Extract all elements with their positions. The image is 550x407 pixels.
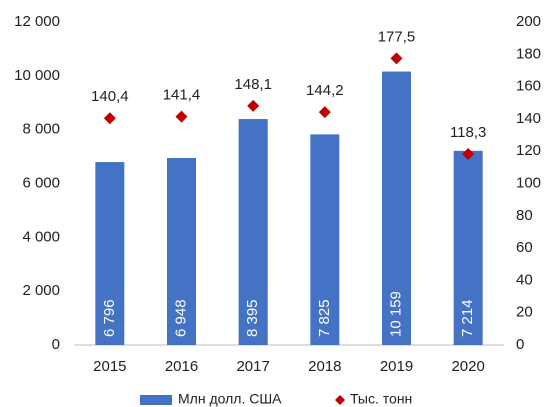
y-tick-label: 2 000 xyxy=(22,282,60,299)
y2-tick-label: 140 xyxy=(516,110,541,127)
diamond-marker xyxy=(390,52,403,65)
bar xyxy=(453,150,483,345)
diamond-marker xyxy=(175,110,188,123)
y-tick-label: 8 000 xyxy=(22,121,60,138)
bar xyxy=(310,134,340,345)
y2-tick-label: 200 xyxy=(516,13,541,30)
y-tick-label: 4 000 xyxy=(22,228,60,245)
y2-tick-label: 180 xyxy=(516,45,541,62)
y2-tick-label: 60 xyxy=(516,239,533,256)
y2-tick-label: 80 xyxy=(516,207,533,224)
y2-tick-label: 40 xyxy=(516,271,533,288)
point-value-label: 118,3 xyxy=(450,124,486,141)
bar-value-label: 7 825 xyxy=(316,299,333,337)
bar-value-label: 8 395 xyxy=(244,299,261,337)
bar xyxy=(382,71,411,345)
y2-tick-label: 100 xyxy=(516,174,541,191)
x-tick-label: 2017 xyxy=(236,358,269,375)
bar-value-label: 7 214 xyxy=(459,299,476,337)
diamond-marker xyxy=(103,112,116,125)
bar xyxy=(95,162,125,345)
bar xyxy=(167,157,196,345)
x-tick-label: 2020 xyxy=(451,358,484,375)
point-value-label: 148,1 xyxy=(234,76,272,93)
x-tick-label: 2019 xyxy=(380,358,413,375)
y2-tick-label: 0 xyxy=(516,336,524,353)
y-tick-label: 0 xyxy=(52,336,60,353)
bar-value-label: 6 796 xyxy=(101,299,118,337)
point-value-label: 140,4 xyxy=(91,88,129,105)
diamond-marker xyxy=(247,99,260,112)
point-value-label: 144,2 xyxy=(306,82,344,99)
y-tick-label: 12 000 xyxy=(14,13,60,30)
x-tick-label: 2018 xyxy=(308,358,341,375)
y-tick-label: 6 000 xyxy=(22,174,60,191)
y2-tick-label: 20 xyxy=(516,304,533,321)
bar-value-label: 6 948 xyxy=(172,299,189,337)
y2-tick-label: 120 xyxy=(516,142,541,159)
legend-swatch xyxy=(140,395,172,405)
legend-label: Млн долл. США xyxy=(178,391,282,407)
legend-label: Тыс. тонн xyxy=(350,391,412,407)
x-tick-label: 2016 xyxy=(165,358,198,375)
y2-tick-label: 160 xyxy=(516,78,541,95)
x-tick-label: 2015 xyxy=(93,358,126,375)
diamond-marker xyxy=(462,147,475,160)
y-tick-label: 10 000 xyxy=(14,67,60,84)
diamond-marker xyxy=(318,106,331,119)
bar-value-label: 10 159 xyxy=(387,291,404,337)
bar xyxy=(238,119,268,346)
legend-swatch xyxy=(335,395,345,405)
point-value-label: 177,5 xyxy=(378,28,416,45)
point-value-label: 141,4 xyxy=(163,87,201,104)
